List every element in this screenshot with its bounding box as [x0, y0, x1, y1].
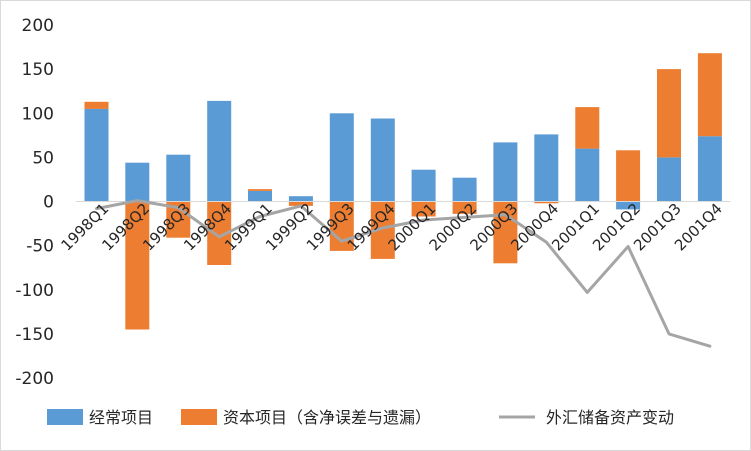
legend: 经常项目 资本项目（含净误差与遗漏） 外汇储备资产变动	[47, 408, 674, 427]
bar-capital-account	[493, 201, 518, 264]
bar-current-account	[493, 142, 518, 202]
legend-label-reserve-change: 外汇储备资产变动	[546, 408, 674, 427]
y-tick-label: 150	[22, 60, 54, 80]
y-tick-label: -150	[15, 325, 54, 345]
bar-capital-account	[125, 201, 150, 330]
bar-current-account	[166, 154, 191, 202]
y-tick-label: -50	[26, 237, 54, 257]
y-tick-label: 0	[43, 193, 54, 213]
bars-layer	[84, 53, 722, 330]
bar-current-account	[248, 190, 272, 202]
bar-current-account	[534, 134, 559, 202]
bar-capital-account	[697, 53, 722, 137]
bar-capital-account	[534, 201, 559, 204]
bar-current-account	[125, 162, 150, 202]
bar-capital-account	[288, 201, 313, 206]
legend-label-current-account: 经常项目	[89, 408, 153, 427]
legend-label-capital-account: 资本项目（含净误差与遗漏）	[223, 408, 431, 427]
bar-current-account	[411, 169, 436, 202]
y-axis-ticks: 200 150 100 50 0 -50 -100 -150 -200	[15, 16, 54, 389]
y-tick-label: 200	[22, 16, 54, 36]
bar-capital-account	[657, 69, 681, 158]
bar-capital-account	[248, 189, 272, 191]
legend-swatch-capital-account	[181, 409, 217, 425]
bar-capital-account	[84, 101, 109, 109]
y-tick-label: -200	[15, 369, 54, 389]
bar-capital-account	[452, 201, 477, 214]
bar-current-account	[452, 177, 477, 202]
bar-current-account	[657, 157, 681, 202]
bar-current-account	[207, 100, 232, 202]
bar-current-account	[329, 113, 354, 202]
bar-current-account	[575, 148, 600, 202]
y-tick-label: 100	[22, 104, 54, 124]
bar-current-account	[84, 108, 109, 202]
y-tick-label: 50	[32, 148, 54, 168]
bar-current-account	[370, 118, 395, 202]
bar-current-account	[288, 196, 313, 202]
y-tick-label: -100	[15, 281, 54, 301]
line-layer	[95, 199, 712, 348]
bar-capital-account	[575, 107, 600, 149]
bar-capital-account	[616, 150, 641, 202]
line-reserve-change	[95, 199, 712, 348]
legend-swatch-current-account	[47, 409, 83, 425]
bar-current-account	[616, 201, 641, 210]
bar-capital-account	[411, 201, 436, 217]
bar-current-account	[697, 136, 722, 202]
